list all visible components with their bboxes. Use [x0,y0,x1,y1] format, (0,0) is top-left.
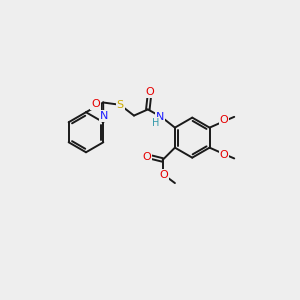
Text: H: H [152,118,159,128]
Text: O: O [159,169,168,180]
Text: O: O [91,99,100,109]
Text: N: N [100,111,108,121]
Text: O: O [142,152,151,162]
Text: N: N [156,112,164,122]
Text: S: S [116,100,124,110]
Text: O: O [145,87,154,97]
Text: O: O [220,115,229,125]
Text: O: O [220,150,229,160]
